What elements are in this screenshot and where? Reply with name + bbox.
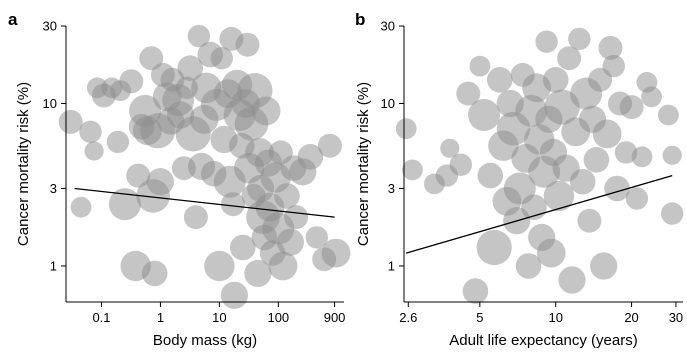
data-point [70, 196, 92, 218]
panel-a-y-axis-label: Cancer mortality risk (%) [15, 82, 32, 246]
data-point [462, 278, 489, 304]
data-point [604, 175, 630, 202]
data-point [602, 54, 625, 78]
panel-b-axes: 2.6 5 10 20 30 1 3 10 30 [381, 19, 684, 326]
data-point [543, 180, 575, 212]
data-point [284, 205, 309, 230]
x-tick-label: 0.1 [92, 310, 110, 325]
data-point [220, 281, 248, 309]
y-tick-label: 30 [381, 19, 395, 34]
panel-b-bubbles [395, 27, 684, 304]
x-tick-label: 20 [624, 310, 638, 325]
data-point [477, 162, 504, 189]
data-point [662, 145, 682, 165]
data-point [577, 208, 602, 233]
x-tick-label: 10 [212, 310, 226, 325]
data-point [590, 252, 618, 280]
data-point [515, 253, 542, 279]
y-tick-label: 3 [50, 181, 57, 196]
data-point [305, 226, 328, 249]
panel-a: a 0.1 1 10 100 900 1 3 10 30 Body mass (kg) Canc… [8, 10, 351, 349]
panel-a-x-axis-label: Body mass (kg) [153, 332, 257, 349]
data-point [274, 183, 300, 209]
data-point [119, 69, 144, 94]
x-tick-label: 2.6 [399, 310, 417, 325]
panel-a-bubbles [58, 24, 351, 309]
data-point [321, 238, 351, 268]
data-point [297, 144, 324, 170]
data-point [146, 168, 174, 196]
y-tick-label: 1 [388, 258, 395, 273]
data-point [221, 192, 245, 217]
data-point [177, 55, 203, 81]
data-point [641, 86, 662, 108]
data-point [476, 229, 512, 266]
y-tick-label: 1 [50, 258, 57, 273]
data-point [126, 163, 151, 188]
data-point [542, 67, 569, 93]
data-point [568, 27, 591, 51]
data-point [204, 250, 235, 282]
panel-b-fit-line [406, 174, 673, 254]
panel-b: b 2.6 5 10 20 30 1 3 10 30 Adult life expectancy… [355, 10, 684, 349]
data-point [569, 168, 596, 195]
data-point [251, 96, 281, 126]
data-point [449, 153, 472, 176]
panel-b-x-axis-label: Adult life expectancy (years) [449, 332, 637, 349]
data-point [557, 46, 582, 71]
data-point [58, 109, 83, 134]
data-point [592, 119, 622, 149]
data-point [456, 81, 481, 106]
data-point [440, 138, 460, 158]
data-point [614, 141, 638, 164]
data-point [402, 159, 423, 181]
data-point [276, 228, 304, 256]
x-tick-label: 1 [157, 310, 164, 325]
panel-b-y-axis-label: Cancer mortality risk (%) [355, 82, 372, 246]
data-point [468, 99, 501, 131]
data-point [244, 259, 272, 287]
data-point [79, 120, 102, 143]
data-point [469, 55, 491, 77]
data-point [183, 205, 208, 230]
data-point [619, 95, 644, 120]
data-point [268, 251, 298, 281]
data-point [558, 266, 586, 294]
panel-a-letter: a [8, 10, 18, 29]
data-point [317, 133, 342, 158]
panel-a-axes: 0.1 1 10 100 900 1 3 10 30 [43, 19, 346, 326]
x-tick-label: 10 [548, 310, 562, 325]
data-point [658, 104, 679, 126]
data-point [108, 188, 141, 221]
data-point [536, 238, 566, 268]
data-point [187, 24, 211, 48]
data-point [84, 141, 104, 161]
data-point [625, 187, 649, 210]
data-point [210, 47, 233, 70]
panel-a-fit-line [74, 187, 335, 218]
panel-b-letter: b [355, 10, 365, 29]
data-point [661, 202, 684, 225]
y-tick-label: 10 [381, 96, 395, 111]
data-point [141, 260, 168, 287]
data-point [487, 67, 513, 93]
data-point [583, 147, 610, 173]
y-tick-label: 10 [43, 96, 57, 111]
data-point [631, 146, 653, 168]
x-tick-label: 900 [324, 310, 346, 325]
x-tick-label: 100 [267, 310, 289, 325]
data-point [235, 32, 260, 57]
data-point [535, 30, 558, 53]
data-point [139, 46, 164, 71]
data-point [106, 130, 130, 154]
data-point [598, 35, 623, 60]
x-tick-label: 30 [669, 310, 683, 325]
y-tick-label: 3 [388, 181, 395, 196]
x-tick-label: 5 [476, 310, 483, 325]
data-point [230, 234, 256, 261]
data-point [395, 118, 417, 140]
y-tick-label: 30 [43, 19, 57, 34]
